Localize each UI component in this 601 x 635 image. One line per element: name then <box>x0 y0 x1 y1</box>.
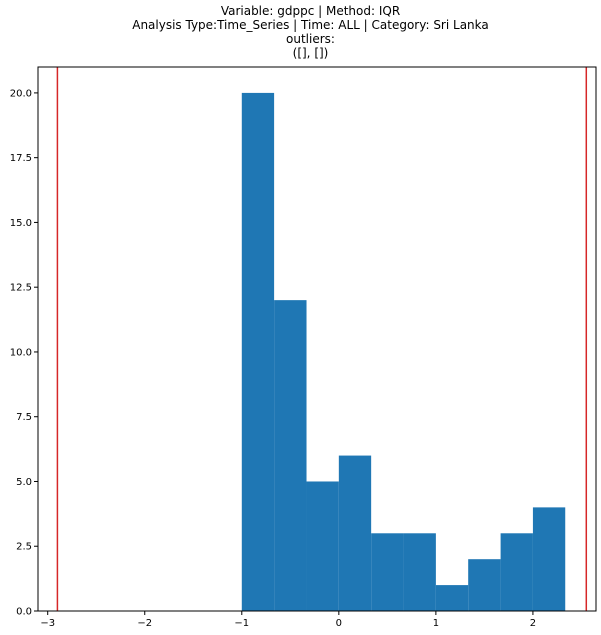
x-tick-label-1: −2 <box>137 618 152 629</box>
y-tick-label-1: 2.5 <box>16 542 32 553</box>
histogram-bar-5 <box>403 533 436 611</box>
title-line-1: Variable: gdppc | Method: IQR <box>220 4 401 18</box>
x-tick-label-3: 0 <box>336 618 342 629</box>
histogram-bar-9 <box>532 507 566 611</box>
y-tick-label-0: 0.0 <box>16 607 32 618</box>
x-tick-label-5: 2 <box>530 618 536 629</box>
chart-title: Variable: gdppc | Method: IQR Analysis T… <box>0 4 601 60</box>
histogram-bar-6 <box>435 585 469 611</box>
title-line-4: ([], []) <box>292 46 329 60</box>
x-axis-ticks: −3 −2 −1 0 1 2 <box>40 611 536 629</box>
y-tick-label-7: 17.5 <box>10 153 32 164</box>
histogram-bar-0 <box>241 92 275 611</box>
bars-group <box>241 92 566 611</box>
y-tick-label-2: 5.0 <box>16 477 32 488</box>
x-tick-label-0: −3 <box>40 618 55 629</box>
histogram-bar-4 <box>371 533 404 611</box>
y-tick-label-4: 10.0 <box>10 347 32 358</box>
y-tick-label-5: 12.5 <box>10 283 32 294</box>
histogram-bar-3 <box>338 455 372 611</box>
y-tick-label-3: 7.5 <box>16 412 32 423</box>
x-tick-label-2: −1 <box>234 618 249 629</box>
y-axis-ticks: 0.0 2.5 5.0 7.5 10.0 12.5 15.0 17.5 20.0 <box>10 88 38 618</box>
threshold-lines-group <box>56 67 588 611</box>
histogram-bar-2 <box>306 481 339 611</box>
title-line-2: Analysis Type:Time_Series | Time: ALL | … <box>132 18 489 32</box>
histogram-bar-7 <box>468 559 501 611</box>
histogram-bar-1 <box>274 300 307 611</box>
x-tick-label-4: 1 <box>433 618 439 629</box>
plot-frame <box>37 66 597 612</box>
title-line-3: outliers: <box>286 32 335 46</box>
y-tick-label-6: 15.0 <box>10 218 32 229</box>
y-tick-label-8: 20.0 <box>10 88 32 99</box>
histogram-bar-8 <box>500 533 533 611</box>
